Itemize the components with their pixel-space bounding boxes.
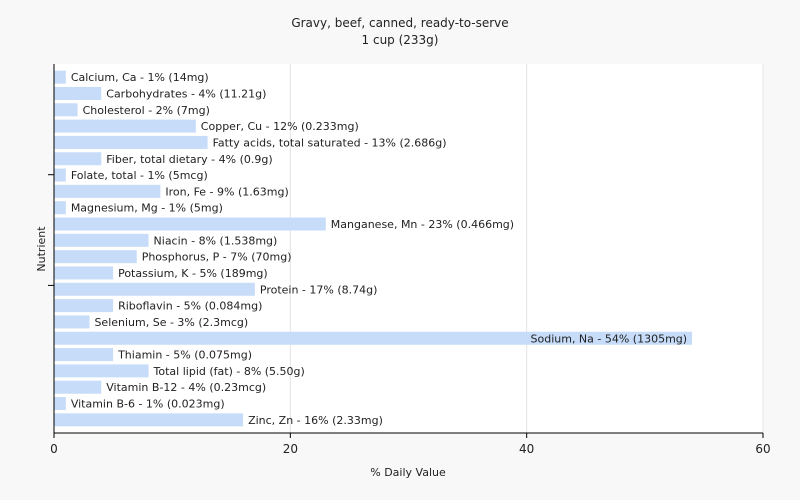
bar: [54, 201, 66, 215]
x-tick-label: 40: [519, 442, 534, 456]
bar: [54, 315, 90, 329]
bar-label: Fiber, total dietary - 4% (0.9g): [106, 153, 272, 166]
bar-label: Cholesterol - 2% (7mg): [83, 104, 210, 117]
bar: [54, 217, 326, 231]
bar-label: Phosphorus, P - 7% (70mg): [142, 251, 292, 264]
bar-label: Magnesium, Mg - 1% (5mg): [71, 202, 223, 215]
x-axis-label: % Daily Value: [370, 466, 446, 479]
bar: [54, 184, 161, 198]
chart-subtitle: 1 cup (233g): [362, 33, 439, 47]
bar-label: Iron, Fe - 9% (1.63mg): [165, 185, 288, 198]
axes: 0 20 40 60: [48, 64, 771, 456]
bar: [54, 348, 114, 362]
bar-label: Total lipid (fat) - 8% (5.50g): [153, 365, 305, 378]
bar-label: Fatty acids, total saturated - 13% (2.68…: [213, 136, 447, 149]
bar-label: Calcium, Ca - 1% (14mg): [71, 71, 209, 84]
bar: [54, 380, 102, 394]
bar-label: Sodium, Na - 54% (1305mg): [531, 332, 688, 345]
bar: [54, 282, 255, 296]
bar-label: Selenium, Se - 3% (2.3mcg): [94, 316, 248, 329]
x-tick-label: 20: [283, 442, 298, 456]
bar-label: Folate, total - 1% (5mcg): [71, 169, 208, 182]
bar: [54, 397, 66, 411]
bar-label: Copper, Cu - 12% (0.233mg): [201, 120, 359, 133]
bar: [54, 168, 66, 182]
bar: [54, 119, 196, 133]
bar: [54, 250, 137, 264]
bar: [54, 331, 693, 345]
bar: [54, 103, 78, 117]
chart-title: Gravy, beef, canned, ready-to-serve: [291, 16, 508, 30]
bar: [54, 413, 244, 427]
bar-label: Riboflavin - 5% (0.084mg): [118, 300, 262, 313]
bar-label: Vitamin B-12 - 4% (0.23mcg): [106, 381, 266, 394]
bar-label: Protein - 17% (8.74g): [260, 283, 378, 296]
bar: [54, 152, 102, 166]
bar: [54, 70, 66, 84]
bar-label: Niacin - 8% (1.538mg): [154, 234, 278, 247]
bars: Calcium, Ca - 1% (14mg) Carbohydrates - 4…: [54, 70, 693, 427]
grid-lines: [289, 64, 764, 433]
bar: [54, 364, 149, 378]
y-axis-label: Nutrient: [35, 226, 48, 272]
bar: [54, 233, 149, 247]
bar-label: Manganese, Mn - 23% (0.466mg): [331, 218, 514, 231]
x-tick-label: 0: [50, 442, 58, 456]
bar-label: Zinc, Zn - 16% (2.33mg): [248, 414, 383, 427]
x-tick-label: 60: [755, 442, 770, 456]
bar-label: Vitamin B-6 - 1% (0.023mg): [71, 398, 225, 411]
bar: [54, 86, 102, 100]
bar-label: Carbohydrates - 4% (11.21g): [106, 87, 266, 100]
bar: [54, 299, 114, 313]
bar: [54, 266, 114, 280]
bar: [54, 135, 208, 149]
bar-label: Potassium, K - 5% (189mg): [118, 267, 268, 280]
bar-label: Thiamin - 5% (0.075mg): [117, 349, 252, 362]
